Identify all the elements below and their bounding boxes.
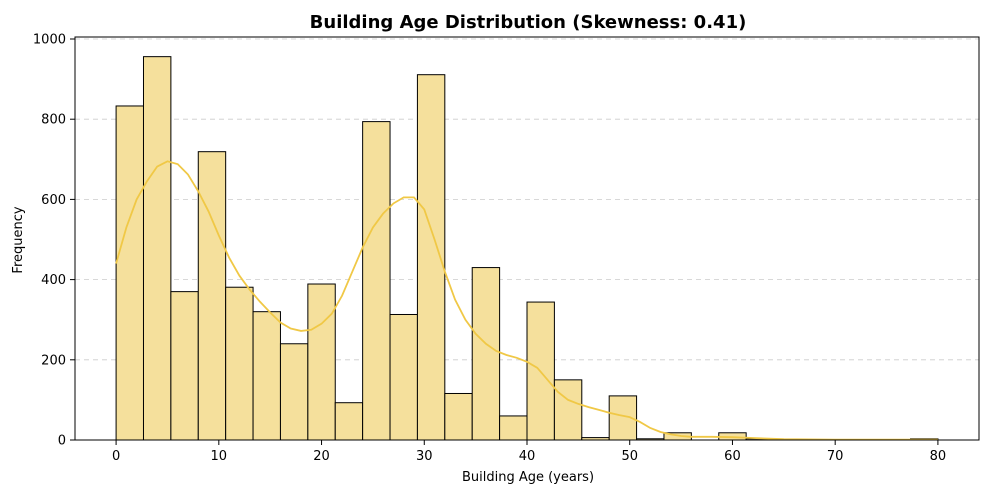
bar-2 — [170, 291, 199, 441]
bar-7 — [307, 283, 336, 441]
x-tick-label-8: 80 — [930, 449, 947, 464]
x-tick-label-2: 20 — [313, 449, 330, 464]
bar-10 — [389, 313, 418, 441]
x-axis-label: Building Age (years) — [462, 470, 594, 485]
bar-3 — [197, 151, 227, 441]
y-tick-label-4: 800 — [41, 113, 66, 128]
bar-13 — [471, 267, 501, 441]
kde-curve — [115, 160, 938, 441]
x-tick-label-5: 50 — [621, 449, 638, 464]
x-tick-label-7: 70 — [827, 449, 844, 464]
bar-6 — [279, 343, 309, 441]
bar-9 — [362, 121, 391, 441]
y-tick-label-5: 1000 — [33, 33, 66, 48]
bar-8 — [334, 402, 364, 441]
y-tick-label-1: 200 — [41, 353, 66, 368]
bar-12 — [444, 392, 473, 441]
chart-title: Building Age Distribution (Skewness: 0.4… — [310, 12, 747, 33]
y-axis-ticks: 0 200 400 600 800 1000 — [33, 33, 75, 449]
x-tick-label-6: 60 — [724, 449, 741, 464]
y-tick-label-3: 600 — [41, 193, 66, 208]
x-tick-label-0: 0 — [112, 449, 120, 464]
bar-14 — [499, 415, 528, 441]
histogram-bars — [115, 56, 939, 441]
y-tick-label-2: 400 — [41, 273, 66, 288]
bar-0 — [115, 105, 144, 441]
bar-5 — [252, 311, 281, 441]
x-tick-label-4: 40 — [519, 449, 536, 464]
x-tick-label-3: 30 — [416, 449, 433, 464]
x-tick-label-1: 10 — [211, 449, 228, 464]
x-axis-ticks: 0 10 20 30 40 50 60 70 80 — [112, 440, 946, 464]
bar-16 — [553, 379, 583, 441]
y-tick-label-0: 0 — [58, 434, 66, 449]
y-axis-label: Frequency — [11, 206, 26, 273]
bar-1 — [142, 56, 172, 441]
bar-4 — [225, 286, 254, 441]
